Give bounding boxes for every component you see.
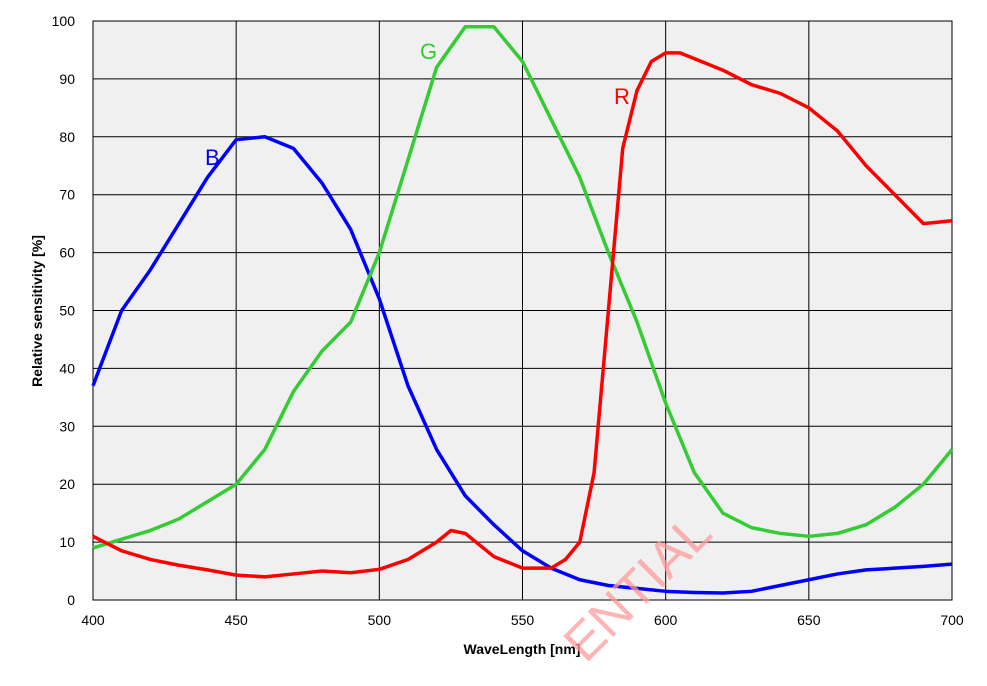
x-tick-label: 550	[511, 612, 535, 628]
y-tick-label: 100	[52, 13, 76, 29]
y-axis-label: Relative sensitivity [%]	[29, 235, 45, 387]
series-label: B	[205, 145, 220, 170]
series-line	[92, 51, 953, 579]
y-tick-label: 70	[59, 187, 75, 203]
x-tick-label: 650	[797, 612, 821, 628]
y-tick-label: 30	[59, 418, 75, 434]
x-axis-label: WaveLength [nm]	[464, 641, 581, 657]
y-tick-label: 80	[59, 129, 75, 145]
series-line	[92, 25, 954, 550]
y-tick-label: 10	[59, 534, 75, 550]
y-tick-label: 0	[67, 592, 75, 608]
series-label: R	[614, 84, 630, 109]
series-line	[91, 135, 953, 595]
y-tick-label: 90	[59, 71, 75, 87]
y-tick-label: 50	[59, 303, 75, 319]
x-tick-label: 400	[81, 612, 105, 628]
x-tick-label: 700	[940, 612, 964, 628]
x-tick-label: 500	[368, 612, 392, 628]
y-tick-label: 60	[59, 245, 75, 261]
y-tick-label: 20	[59, 476, 75, 492]
series-label: G	[420, 39, 437, 64]
y-tick-label: 40	[59, 360, 75, 376]
x-tick-label: 450	[224, 612, 248, 628]
x-tick-label: 600	[654, 612, 678, 628]
